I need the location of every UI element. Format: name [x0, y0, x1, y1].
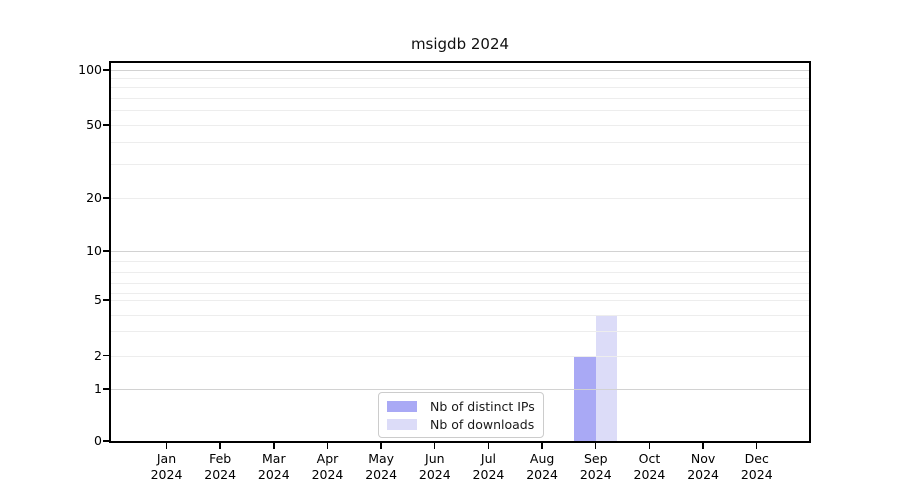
x-tick-label: Apr 2024 — [295, 451, 359, 482]
y-gridline — [111, 389, 809, 391]
x-tick-year: 2024 — [472, 466, 505, 482]
x-tick-year: 2024 — [579, 466, 612, 482]
chart-title: msigdb 2024 — [410, 35, 510, 53]
x-tick-month: Jun — [425, 451, 445, 466]
x-tick-year: 2024 — [740, 466, 773, 482]
bar-distinct-ips — [574, 355, 596, 441]
x-tick-mark — [326, 443, 329, 449]
plot-area — [109, 61, 811, 443]
y-tick-label: 20 — [86, 190, 102, 205]
y-tick-mark — [103, 197, 109, 199]
x-tick-label: Dec 2024 — [725, 451, 789, 482]
x-tick-mark — [487, 443, 490, 449]
legend-item-downloads: Nb of downloads — [387, 416, 535, 433]
x-tick-year: 2024 — [687, 466, 719, 482]
y-tick-mark — [103, 440, 109, 442]
y-gridline — [111, 198, 809, 199]
x-tick-mark — [756, 443, 758, 449]
x-tick-label: Mar 2024 — [242, 451, 306, 482]
y-tick-label: 0 — [94, 433, 102, 448]
x-tick-label: Jan 2024 — [135, 451, 199, 482]
y-minor-gridline — [111, 78, 809, 79]
x-tick-year: 2024 — [526, 466, 559, 482]
x-tick-month: Mar — [262, 451, 286, 466]
y-gridline — [111, 355, 809, 357]
x-tick-mark — [219, 443, 221, 449]
y-minor-gridline — [111, 164, 809, 165]
y-tick-label: 5 — [94, 292, 102, 307]
x-tick-mark — [273, 443, 275, 449]
y-gridline — [111, 125, 809, 126]
y-minor-gridline — [111, 331, 809, 332]
y-tick-label: 10 — [86, 243, 102, 258]
y-minor-gridline — [111, 98, 809, 99]
legend-label-distinct-ips: Nb of distinct IPs — [430, 399, 535, 415]
legend-item-distinct-ips: Nb of distinct IPs — [387, 398, 535, 415]
y-tick-mark — [103, 124, 109, 126]
x-tick-mark — [702, 443, 704, 449]
legend: Nb of distinct IPs Nb of downloads — [378, 392, 544, 438]
y-minor-gridline — [111, 142, 809, 143]
x-tick-month: Dec — [744, 451, 769, 466]
y-minor-gridline — [111, 272, 809, 273]
legend-swatch-downloads — [387, 418, 417, 430]
y-minor-gridline — [111, 293, 809, 294]
y-tick-mark — [103, 69, 109, 71]
x-tick-label: Jul 2024 — [456, 451, 520, 482]
x-tick-month: Feb — [209, 451, 232, 466]
x-tick-mark — [541, 443, 543, 449]
x-tick-mark — [380, 443, 382, 449]
y-tick-label: 1 — [94, 381, 102, 396]
x-tick-month: Apr — [316, 451, 339, 466]
x-tick-mark — [165, 443, 168, 449]
x-tick-month: Sep — [583, 451, 608, 466]
y-minor-gridline — [111, 87, 809, 88]
x-tick-month: Aug — [529, 451, 555, 466]
x-tick-month: Oct — [638, 451, 661, 466]
x-tick-year: 2024 — [365, 466, 398, 482]
x-tick-year: 2024 — [418, 466, 451, 482]
y-gridline — [111, 70, 809, 72]
y-tick-mark — [103, 299, 109, 301]
x-tick-year: 2024 — [633, 466, 666, 482]
y-tick-mark — [103, 250, 109, 252]
y-tick-label: 50 — [86, 117, 102, 132]
x-tick-mark — [434, 443, 436, 449]
y-tick-mark — [103, 354, 109, 357]
y-tick-label: 2 — [94, 347, 102, 363]
x-tick-label: Aug 2024 — [510, 451, 574, 482]
x-tick-label: Sep 2024 — [564, 451, 628, 482]
x-tick-year: 2024 — [150, 466, 183, 482]
x-tick-label: Jun 2024 — [403, 451, 467, 482]
y-minor-gridline — [111, 314, 809, 316]
y-minor-gridline — [111, 261, 809, 262]
legend-label-downloads: Nb of downloads — [430, 416, 535, 432]
x-tick-label: Feb 2024 — [188, 451, 252, 482]
y-tick-mark — [103, 388, 109, 390]
x-tick-month: Jul — [480, 451, 496, 466]
legend-swatch-distinct-ips — [387, 401, 417, 413]
y-tick-label: 100 — [78, 62, 102, 77]
plot-inner — [111, 63, 809, 441]
y-gridline — [111, 300, 809, 301]
x-tick-mark — [648, 443, 651, 449]
x-tick-month: Jan — [156, 451, 177, 466]
x-tick-year: 2024 — [311, 466, 344, 482]
x-tick-label: May 2024 — [349, 451, 413, 482]
y-gridline — [111, 251, 809, 253]
x-tick-label: Nov 2024 — [671, 451, 735, 482]
x-tick-mark — [595, 443, 597, 449]
y-minor-gridline — [111, 283, 809, 284]
y-minor-gridline — [111, 110, 809, 111]
x-tick-label: Oct 2024 — [617, 451, 681, 482]
x-tick-month: May — [368, 451, 395, 466]
x-tick-year: 2024 — [204, 466, 237, 482]
bar-downloads — [595, 314, 618, 441]
x-tick-month: Nov — [690, 451, 716, 466]
x-tick-year: 2024 — [257, 466, 290, 482]
